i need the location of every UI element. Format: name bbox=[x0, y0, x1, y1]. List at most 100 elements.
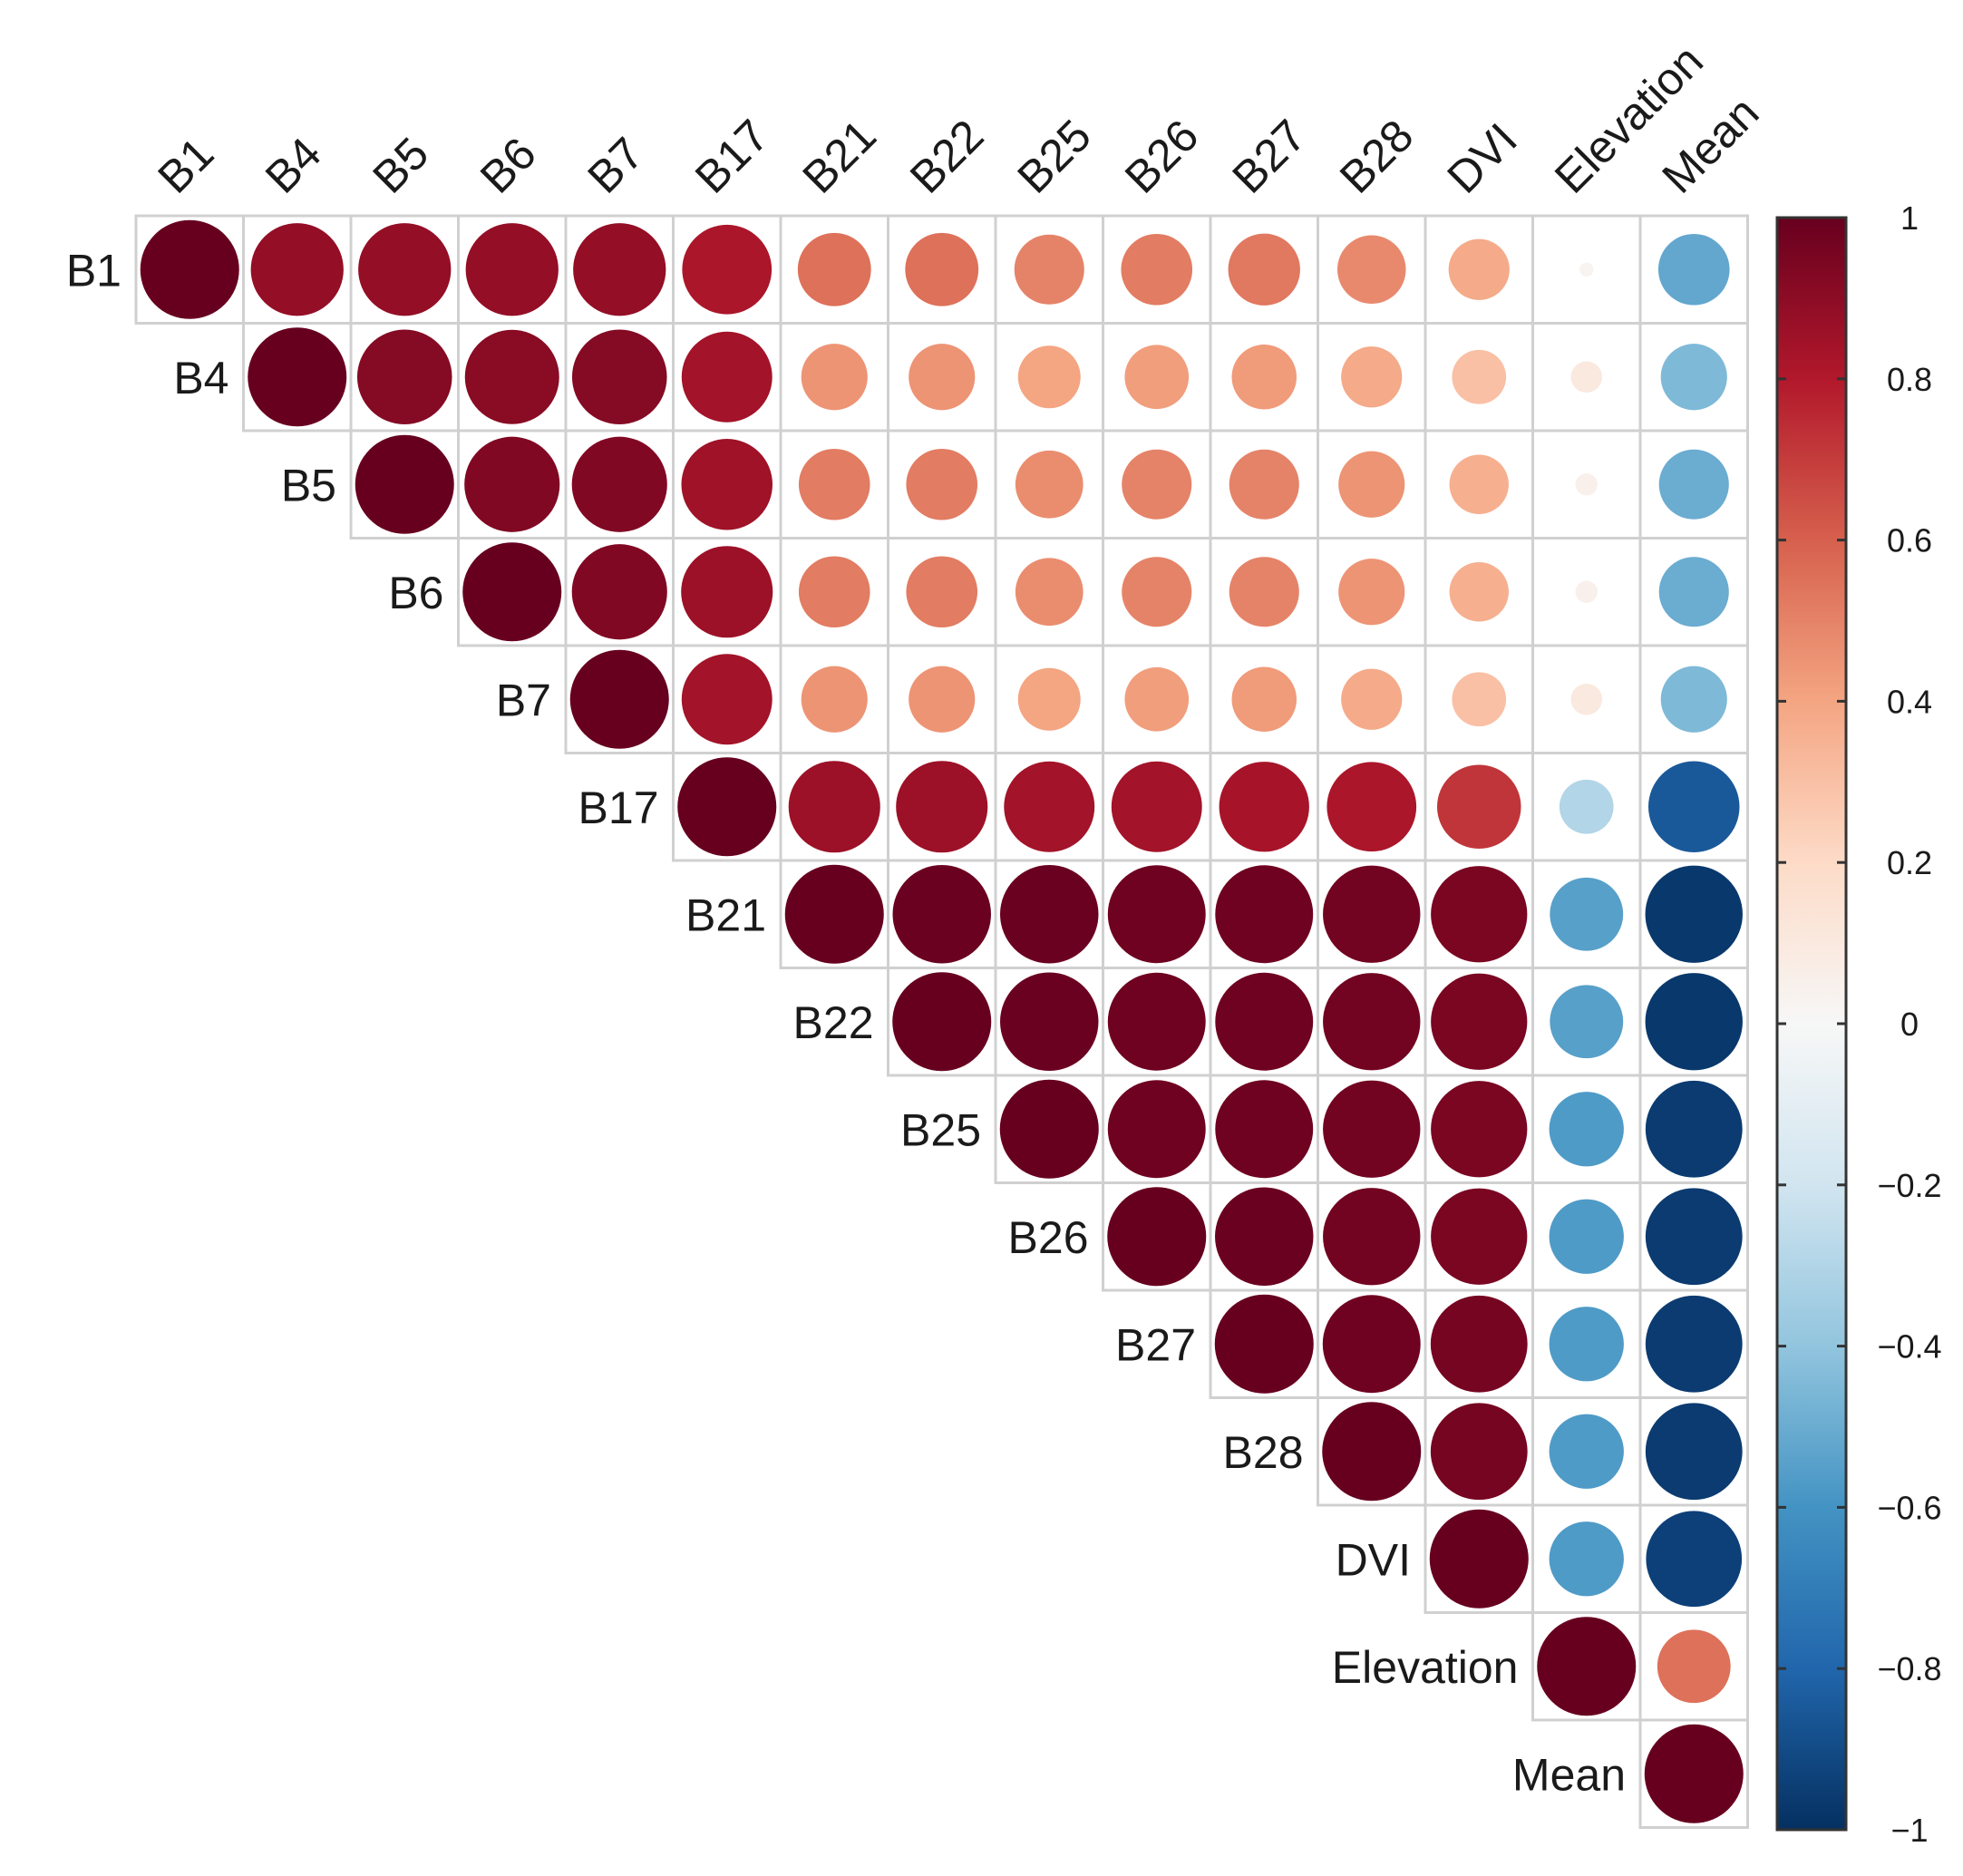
correlation-circle bbox=[464, 436, 560, 532]
row-label-mean: Mean bbox=[1512, 1749, 1626, 1800]
column-label-b5: B5 bbox=[363, 128, 438, 203]
correlation-circle bbox=[1107, 972, 1206, 1071]
cell-b5-b5 bbox=[349, 429, 460, 539]
colorbar-tick-label: 0.4 bbox=[1887, 683, 1932, 720]
cell-b5-b28 bbox=[1317, 429, 1427, 539]
cell-b7-mean bbox=[1638, 644, 1749, 754]
correlation-circle bbox=[1575, 473, 1598, 496]
correlation-circle bbox=[1015, 558, 1084, 627]
cell-b4-b26 bbox=[1102, 322, 1212, 433]
column-label-b7: B7 bbox=[578, 128, 653, 203]
correlation-circle bbox=[1215, 1187, 1314, 1286]
correlation-circle bbox=[1448, 238, 1510, 300]
correlation-circle bbox=[1431, 866, 1528, 963]
correlation-circle bbox=[1431, 1081, 1528, 1178]
colorbar-tick-label: −0.4 bbox=[1877, 1328, 1941, 1366]
correlation-circle bbox=[464, 329, 559, 424]
correlation-circle bbox=[1341, 668, 1403, 730]
column-label-b21: B21 bbox=[792, 110, 886, 203]
cell-b27-b28 bbox=[1317, 1288, 1427, 1399]
correlation-circle bbox=[906, 556, 978, 628]
correlation-circle bbox=[1215, 1080, 1314, 1179]
correlation-circle bbox=[1004, 761, 1095, 852]
correlation-circle bbox=[906, 448, 978, 520]
colorbar-tick-label: 0.6 bbox=[1887, 522, 1932, 559]
cell-b25-elevation bbox=[1531, 1074, 1642, 1184]
cell-b5-b26 bbox=[1102, 429, 1212, 539]
cell-b7-b17 bbox=[672, 644, 782, 754]
correlation-circle bbox=[1645, 1295, 1743, 1393]
correlation-circle bbox=[1107, 1080, 1206, 1179]
correlation-circle bbox=[1429, 1509, 1529, 1609]
cell-b17-b22 bbox=[887, 752, 997, 862]
correlation-circle bbox=[1549, 1092, 1624, 1167]
correlation-circle bbox=[1326, 762, 1417, 852]
cell-b5-mean bbox=[1638, 429, 1749, 539]
correlation-circle bbox=[999, 1079, 1099, 1179]
cell-b17-b27 bbox=[1209, 752, 1319, 862]
cell-b17-b28 bbox=[1317, 752, 1427, 862]
cell-b21-b21 bbox=[779, 859, 889, 969]
cell-b17-b17 bbox=[672, 752, 782, 862]
correlation-circle bbox=[1231, 666, 1297, 732]
cell-b28-b28 bbox=[1317, 1396, 1427, 1507]
correlation-circle bbox=[1647, 761, 1740, 853]
correlation-circle bbox=[905, 232, 979, 306]
correlation-circle bbox=[356, 329, 452, 425]
correlation-circle bbox=[1322, 1402, 1422, 1502]
cell-b27-b27 bbox=[1209, 1288, 1319, 1399]
correlation-circle bbox=[355, 434, 454, 534]
correlation-circle bbox=[465, 223, 559, 316]
cell-b4-b17 bbox=[672, 322, 782, 433]
row-label-b22: B22 bbox=[793, 997, 874, 1048]
correlation-circle bbox=[1341, 346, 1403, 408]
correlation-circle bbox=[892, 865, 991, 964]
cell-b5-b22 bbox=[887, 429, 997, 539]
cell-b1-b22 bbox=[887, 214, 997, 325]
correlation-circle bbox=[1559, 779, 1614, 834]
cell-b21-mean bbox=[1638, 859, 1749, 969]
cell-b28-elevation bbox=[1531, 1396, 1642, 1507]
cell-b7-b28 bbox=[1317, 644, 1427, 754]
cell-b22-b25 bbox=[994, 967, 1104, 1077]
cell-b6-mean bbox=[1638, 537, 1749, 647]
correlation-circle bbox=[1436, 764, 1521, 850]
cell-b1-b25 bbox=[994, 214, 1104, 325]
cell-mean-mean bbox=[1638, 1718, 1749, 1829]
cell-b1-mean bbox=[1638, 214, 1749, 325]
correlation-circle bbox=[1431, 1188, 1528, 1285]
correlation-circle bbox=[1215, 972, 1314, 1071]
cell-b26-mean bbox=[1638, 1181, 1749, 1292]
row-labels: B1 B4 B5 B6 B7 B17 B21 B22 B25 B26 B27 B28 DVI Elevat… bbox=[66, 245, 1626, 1800]
correlation-circle bbox=[1658, 449, 1729, 520]
row-label-elevation: Elevation bbox=[1332, 1642, 1519, 1693]
correlation-circle bbox=[1645, 865, 1743, 963]
cell-b6-elevation bbox=[1531, 537, 1642, 647]
cell-border bbox=[1531, 214, 1642, 325]
correlation-circle bbox=[1121, 233, 1193, 306]
correlation-circle bbox=[1452, 672, 1507, 727]
cell-b5-b25 bbox=[994, 429, 1104, 539]
cell-b28-mean bbox=[1638, 1396, 1749, 1507]
cell-b25-b25 bbox=[994, 1074, 1104, 1184]
cell-b7-b26 bbox=[1102, 644, 1212, 754]
correlation-circle bbox=[1452, 349, 1507, 404]
cell-b1-b28 bbox=[1317, 214, 1427, 325]
column-label-b25: B25 bbox=[1007, 110, 1101, 203]
cell-b4-b5 bbox=[349, 322, 460, 433]
cell-b21-b22 bbox=[887, 859, 997, 969]
matrix-cells bbox=[134, 214, 1749, 1829]
cell-b5-b27 bbox=[1209, 429, 1319, 539]
column-label-b22: B22 bbox=[900, 110, 994, 203]
cell-b7-b21 bbox=[779, 644, 889, 754]
cell-b21-dvi bbox=[1424, 859, 1534, 969]
column-label-b28: B28 bbox=[1330, 110, 1424, 203]
correlation-circle bbox=[1449, 454, 1509, 514]
cell-border bbox=[887, 322, 997, 433]
correlation-circle bbox=[1657, 1629, 1731, 1704]
correlation-circle bbox=[1549, 1307, 1624, 1382]
correlation-circle bbox=[788, 761, 880, 853]
cell-b26-b26 bbox=[1102, 1181, 1212, 1292]
correlation-circle bbox=[1645, 973, 1743, 1071]
